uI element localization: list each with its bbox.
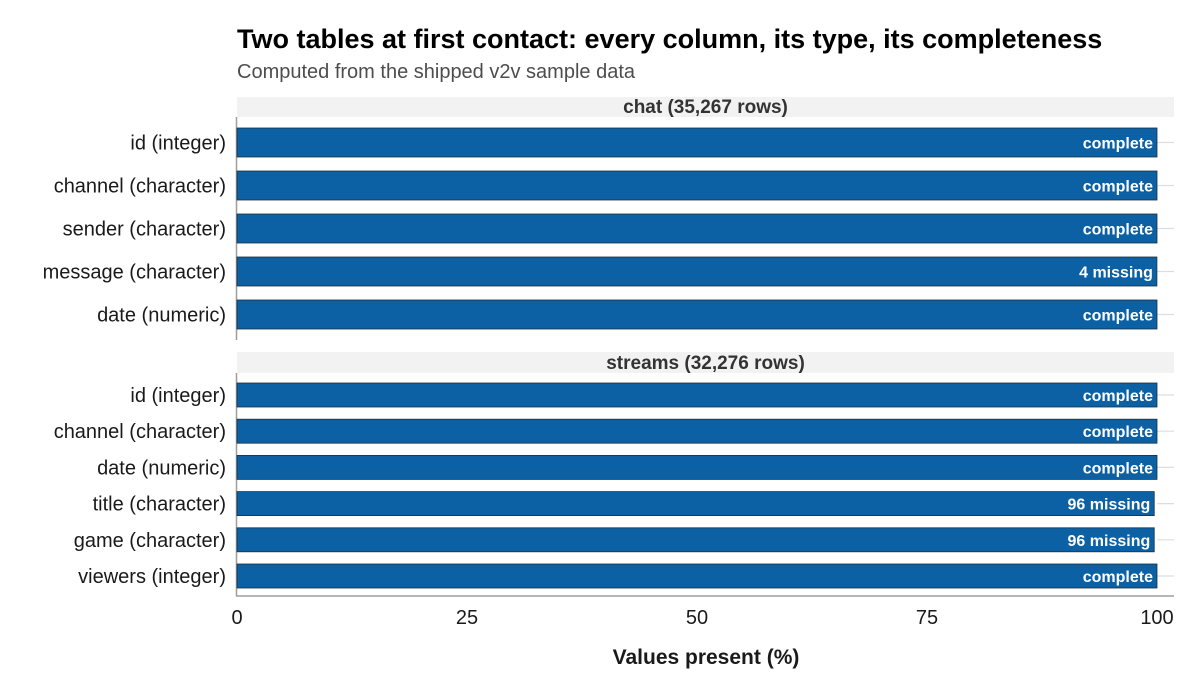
x-axis-title: Values present (%)	[613, 646, 800, 669]
bar	[236, 256, 1158, 287]
x-tick-label: 25	[456, 607, 478, 629]
bar	[236, 299, 1158, 330]
facet-strip	[237, 352, 1174, 373]
bar-label: complete	[1083, 460, 1153, 477]
category-label: viewers (integer)	[78, 566, 226, 588]
category-label: message (character)	[43, 262, 226, 284]
bar-label: 4 missing	[1079, 265, 1153, 282]
bar-label: complete	[1083, 569, 1153, 586]
category-label: id (integer)	[130, 385, 226, 407]
bar-label: complete	[1083, 136, 1153, 153]
bar	[236, 170, 1158, 201]
bar-label: complete	[1083, 388, 1153, 405]
facet-strip-label: streams (32,276 rows)	[606, 353, 805, 374]
bar-label: complete	[1083, 179, 1153, 196]
bar	[236, 127, 1158, 158]
bar	[236, 454, 1158, 480]
x-tick-label: 100	[1140, 607, 1173, 629]
bar	[236, 563, 1158, 589]
chart-title: Two tables at first contact: every colum…	[237, 24, 1103, 54]
bar-label: 96 missing	[1068, 533, 1151, 550]
x-tick-label: 0	[231, 607, 242, 629]
category-label: date (numeric)	[97, 305, 226, 327]
bar	[236, 491, 1155, 517]
bar	[236, 418, 1158, 444]
bar	[236, 527, 1155, 553]
chart-subtitle: Computed from the shipped v2v sample dat…	[237, 61, 635, 83]
bar	[236, 213, 1158, 244]
category-label: game (character)	[74, 530, 226, 552]
category-label: channel (character)	[54, 176, 226, 198]
bar	[236, 382, 1158, 408]
bar-label: complete	[1083, 424, 1153, 441]
facet-strip	[237, 97, 1174, 117]
category-label: id (integer)	[130, 133, 226, 155]
category-label: channel (character)	[54, 421, 226, 443]
bar-label: complete	[1083, 308, 1153, 325]
category-label: sender (character)	[63, 219, 226, 241]
category-label: date (numeric)	[97, 457, 226, 479]
facet-strip-label: chat (35,267 rows)	[623, 97, 788, 118]
category-label: title (character)	[93, 494, 226, 516]
bar-label: 96 missing	[1068, 497, 1151, 514]
bar-label: complete	[1083, 222, 1153, 239]
x-tick-label: 50	[686, 607, 708, 629]
x-tick-label: 75	[916, 607, 938, 629]
